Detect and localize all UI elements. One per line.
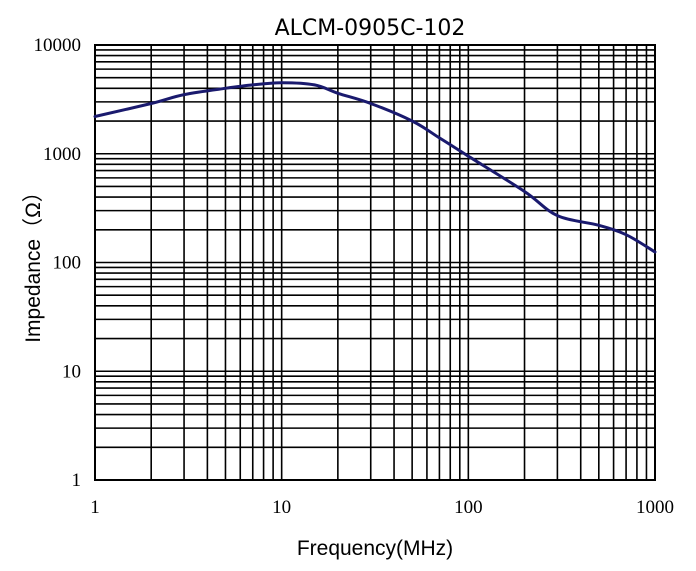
x-tick-label: 100 <box>454 497 483 518</box>
x-tick-label: 1000 <box>636 497 674 518</box>
x-tick-label: 1 <box>90 497 100 518</box>
x-axis-label: Frequency(MHz) <box>297 537 453 560</box>
y-tick-label: 10 <box>62 361 81 382</box>
impedance-curve <box>93 81 657 254</box>
y-tick-label: 100 <box>53 253 82 274</box>
y-tick-label: 1000 <box>43 144 81 165</box>
grid <box>95 45 655 480</box>
y-axis-label: Impedance（Ω） <box>22 181 45 343</box>
x-tick-labels: 1 10 100 1000 <box>90 497 674 518</box>
chart-title: ALCM-0905C-102 <box>275 16 466 41</box>
x-tick-label: 10 <box>272 497 291 518</box>
y-tick-label: 1 <box>72 470 82 491</box>
plot-frame <box>94 44 656 481</box>
y-tick-label: 10000 <box>34 35 82 56</box>
y-tick-labels: 1 10 100 1000 10000 <box>34 35 82 491</box>
